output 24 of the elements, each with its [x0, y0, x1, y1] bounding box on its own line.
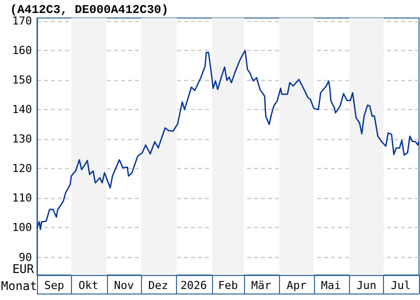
x-tick-label: Mär [251, 279, 272, 292]
x-tick-label: Nov [114, 279, 134, 292]
chart-title: (A412C3, DE000A412C30) [10, 3, 168, 17]
x-tick-label: Sep [44, 279, 64, 292]
y-tick-label: 110 [12, 192, 32, 205]
x-tick-label: Jun [356, 279, 376, 292]
y-tick-label: 140 [12, 103, 32, 116]
x-tick-label: Feb [218, 279, 238, 292]
y-tick-label: 160 [12, 44, 32, 57]
y-tick-label: 100 [12, 221, 32, 234]
y-tick-label: 170 [12, 14, 32, 28]
x-tick-label: Mai [320, 279, 341, 292]
y-tick-label: 90 [18, 250, 32, 264]
y-tick-label: 150 [12, 74, 32, 87]
x-tick-label: Jul [390, 279, 411, 292]
x-tick-label: Dez [148, 279, 168, 292]
x-tick-label: 2026 [180, 279, 207, 292]
y-tick-label: 120 [12, 162, 32, 176]
x-tick-label: Okt [78, 279, 98, 292]
y-tick-label: 130 [12, 132, 32, 146]
x-axis-title: Monat [1, 279, 38, 293]
x-tick-label: Apr [286, 279, 307, 292]
y-axis-title: EUR [12, 262, 35, 276]
line-series [36, 50, 420, 230]
